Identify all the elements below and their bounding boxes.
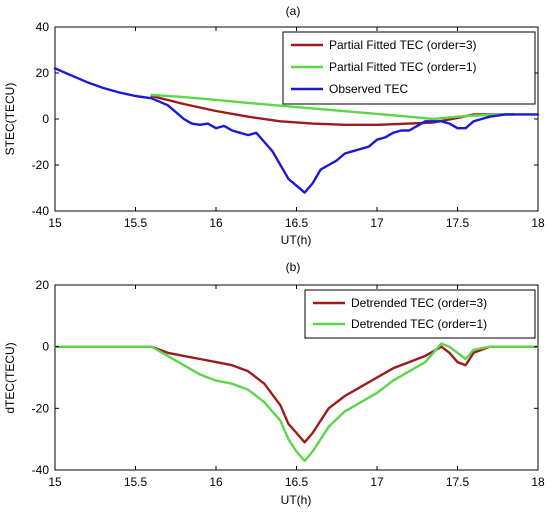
panel-a-xtick-label: 16 (209, 216, 223, 230)
panel-a-ytick-label: -20 (32, 158, 50, 172)
panel-b-title: (b) (286, 260, 301, 274)
panel-a-series-line-1 (150, 93, 516, 121)
panel-a-xtick-label: 18 (531, 216, 545, 230)
panel-b-series (53, 342, 540, 462)
panel-b-ytick-label: -20 (32, 401, 50, 415)
panel-a-legend-box (282, 31, 536, 105)
panel-a-ytick-label: -40 (32, 204, 50, 218)
panel-a-ytick-label: 40 (36, 20, 50, 34)
panel-b-xtick-label: 16.5 (285, 475, 309, 489)
panel-b-legend-box (304, 289, 536, 339)
panel-a-ticks: 15 15.5 16 16.5 17 17.5 18 -40 -20 0 20 40 (32, 20, 545, 230)
panel-b-series-line-0 (53, 345, 540, 444)
panel-b-xtick-label: 16 (209, 475, 223, 489)
panel-a-title: (a) (286, 4, 301, 18)
panel-b-xtick-label: 15 (48, 475, 62, 489)
panel-b-ylabel: dTEC(TECU) (3, 342, 17, 413)
panel-a-xtick-label: 17.5 (446, 216, 470, 230)
panel-b-xlabel: UT(h) (281, 493, 312, 507)
panel-a-xtick-label: 16.5 (285, 216, 309, 230)
panel-a-ylabel: STEC(TECU) (3, 83, 17, 156)
panel-b-ytick-label: 0 (42, 340, 49, 354)
panel-b-ticks: 15 15.5 16 16.5 17 17.5 18 -40 -20 0 20 (32, 278, 545, 489)
panel-b-ytick-label: 20 (36, 278, 50, 292)
panel-b-legend-label: Detrended TEC (order=1) (351, 317, 487, 331)
panel-a-xtick-label: 15 (48, 216, 62, 230)
panel-a-xtick-label: 15.5 (124, 216, 148, 230)
panel-a-legend-label: Partial Fitted TEC (order=1) (329, 60, 477, 74)
panel-a-xtick-label: 17 (370, 216, 384, 230)
panel-b-series-line-1 (53, 342, 540, 462)
panel-a-xlabel: UT(h) (281, 233, 312, 247)
panel-a-legend-label: Observed TEC (329, 82, 408, 96)
panel-b-legend-label: Detrended TEC (order=3) (351, 296, 487, 310)
panel-a-ytick-label: 0 (42, 112, 49, 126)
panel-b-legend: Detrended TEC (order=3) Detrended TEC (or… (304, 289, 536, 339)
panel-a-stec: (a) 15 15.5 16 16.5 17 17.5 18 -40 -20 0 20 40 UT(h… (3, 4, 545, 247)
panel-b-ytick-label: -40 (32, 463, 50, 477)
panel-b-xtick-label: 18 (531, 475, 545, 489)
panel-b-xtick-label: 15.5 (124, 475, 148, 489)
panel-b-xtick-label: 17 (370, 475, 384, 489)
panel-a-legend-label: Partial Fitted TEC (order=3) (329, 38, 477, 52)
panel-a-series (53, 67, 540, 194)
panel-a-ytick-label: 20 (36, 66, 50, 80)
panel-b-xtick-label: 17.5 (446, 475, 470, 489)
panel-a-series-line-2 (53, 67, 540, 194)
panel-a-legend: Partial Fitted TEC (order=3) Partial Fitt… (282, 31, 536, 105)
